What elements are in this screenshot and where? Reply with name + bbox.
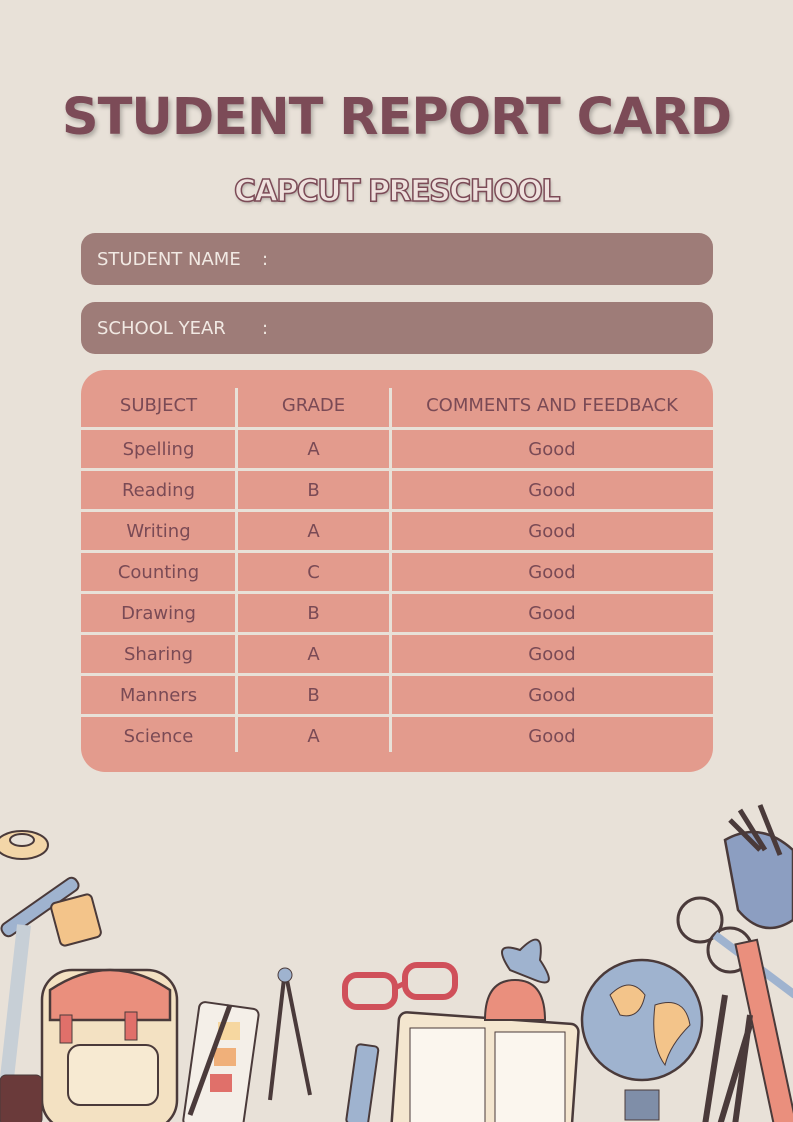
row-divider xyxy=(81,427,713,430)
grade-cell: A xyxy=(307,438,320,460)
subject-cell: Counting xyxy=(117,561,200,583)
row-divider xyxy=(81,673,713,676)
comment-cell: Good xyxy=(528,725,576,747)
grade-cell: B xyxy=(307,479,320,501)
school-year-separator: : xyxy=(262,317,269,339)
sharpener-icon xyxy=(50,893,102,947)
column-divider xyxy=(235,388,238,752)
table-row: Writing A Good xyxy=(81,512,713,550)
comment-cell: Good xyxy=(528,520,576,542)
glue-tube-icon xyxy=(345,1043,380,1122)
school-name: CAPCUT PRESCHOOL xyxy=(233,173,561,210)
tape-icon xyxy=(0,830,49,860)
comment-cell: Good xyxy=(528,438,576,460)
grade-cell: B xyxy=(307,602,320,624)
table-row: Reading B Good xyxy=(81,471,713,509)
comment-cell: Good xyxy=(528,602,576,624)
subject-cell: Writing xyxy=(126,520,191,542)
table-row: Spelling A Good xyxy=(81,430,713,468)
column-divider xyxy=(389,388,392,752)
row-divider xyxy=(81,509,713,512)
bell-icon xyxy=(483,938,550,1021)
school-supplies-illustration xyxy=(0,804,793,1122)
row-divider xyxy=(81,468,713,471)
globe-icon xyxy=(580,958,704,1121)
school-year-field[interactable]: SCHOOL YEAR : xyxy=(81,302,713,354)
grade-cell: C xyxy=(307,561,320,583)
comment-cell: Good xyxy=(528,561,576,583)
comment-cell: Good xyxy=(528,684,576,706)
comment-cell: Good xyxy=(528,643,576,665)
ruler-icon xyxy=(734,938,793,1122)
notebook-icon xyxy=(390,1011,580,1122)
subject-cell: Manners xyxy=(119,684,198,706)
header-subject: SUBJECT xyxy=(119,394,198,416)
page-title: STUDENT REPORT CARD xyxy=(61,88,732,147)
table-header: SUBJECT GRADE COMMENTS AND FEEDBACK xyxy=(81,384,713,426)
grade-cell: A xyxy=(307,520,320,542)
compass-icon xyxy=(268,967,312,1101)
row-divider xyxy=(81,550,713,553)
glasses-icon xyxy=(342,962,458,1010)
comment-cell: Good xyxy=(528,479,576,501)
student-name-field[interactable]: STUDENT NAME : xyxy=(81,233,713,285)
table-row: Science A Good xyxy=(81,717,713,755)
subject-cell: Drawing xyxy=(121,602,196,624)
subject-cell: Sharing xyxy=(123,643,194,665)
table-row: Manners B Good xyxy=(81,676,713,714)
table-row: Sharing A Good xyxy=(81,635,713,673)
header-comments: COMMENTS AND FEEDBACK xyxy=(426,394,678,416)
table-row: Counting C Good xyxy=(81,553,713,591)
table-row: Drawing B Good xyxy=(81,594,713,632)
subject-cell: Reading xyxy=(121,479,196,501)
school-year-label: SCHOOL YEAR xyxy=(97,317,226,339)
grade-cell: B xyxy=(307,684,320,706)
row-divider xyxy=(81,714,713,717)
student-name-label: STUDENT NAME xyxy=(97,248,241,270)
student-name-separator: : xyxy=(262,248,269,270)
row-divider xyxy=(81,591,713,594)
pencil-cup-icon xyxy=(723,804,793,930)
ink-bottle-icon xyxy=(0,1074,43,1122)
pen-icon xyxy=(0,876,80,938)
grade-cell: A xyxy=(307,725,320,747)
grade-cell: A xyxy=(307,643,320,665)
header-grade: GRADE xyxy=(281,394,346,416)
row-divider xyxy=(81,632,713,635)
grades-table: SUBJECT GRADE COMMENTS AND FEEDBACK Spel… xyxy=(81,370,713,772)
backpack-icon xyxy=(40,968,179,1122)
subject-cell: Science xyxy=(123,725,194,747)
subject-cell: Spelling xyxy=(122,438,195,460)
